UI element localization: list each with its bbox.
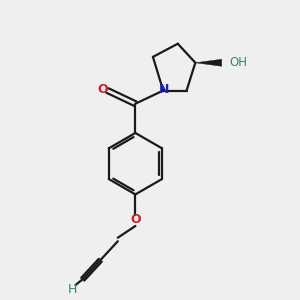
Text: N: N: [159, 83, 169, 97]
Text: OH: OH: [230, 56, 248, 69]
Text: H: H: [68, 283, 77, 296]
Polygon shape: [195, 59, 222, 66]
Text: O: O: [130, 213, 141, 226]
Text: O: O: [97, 82, 108, 96]
